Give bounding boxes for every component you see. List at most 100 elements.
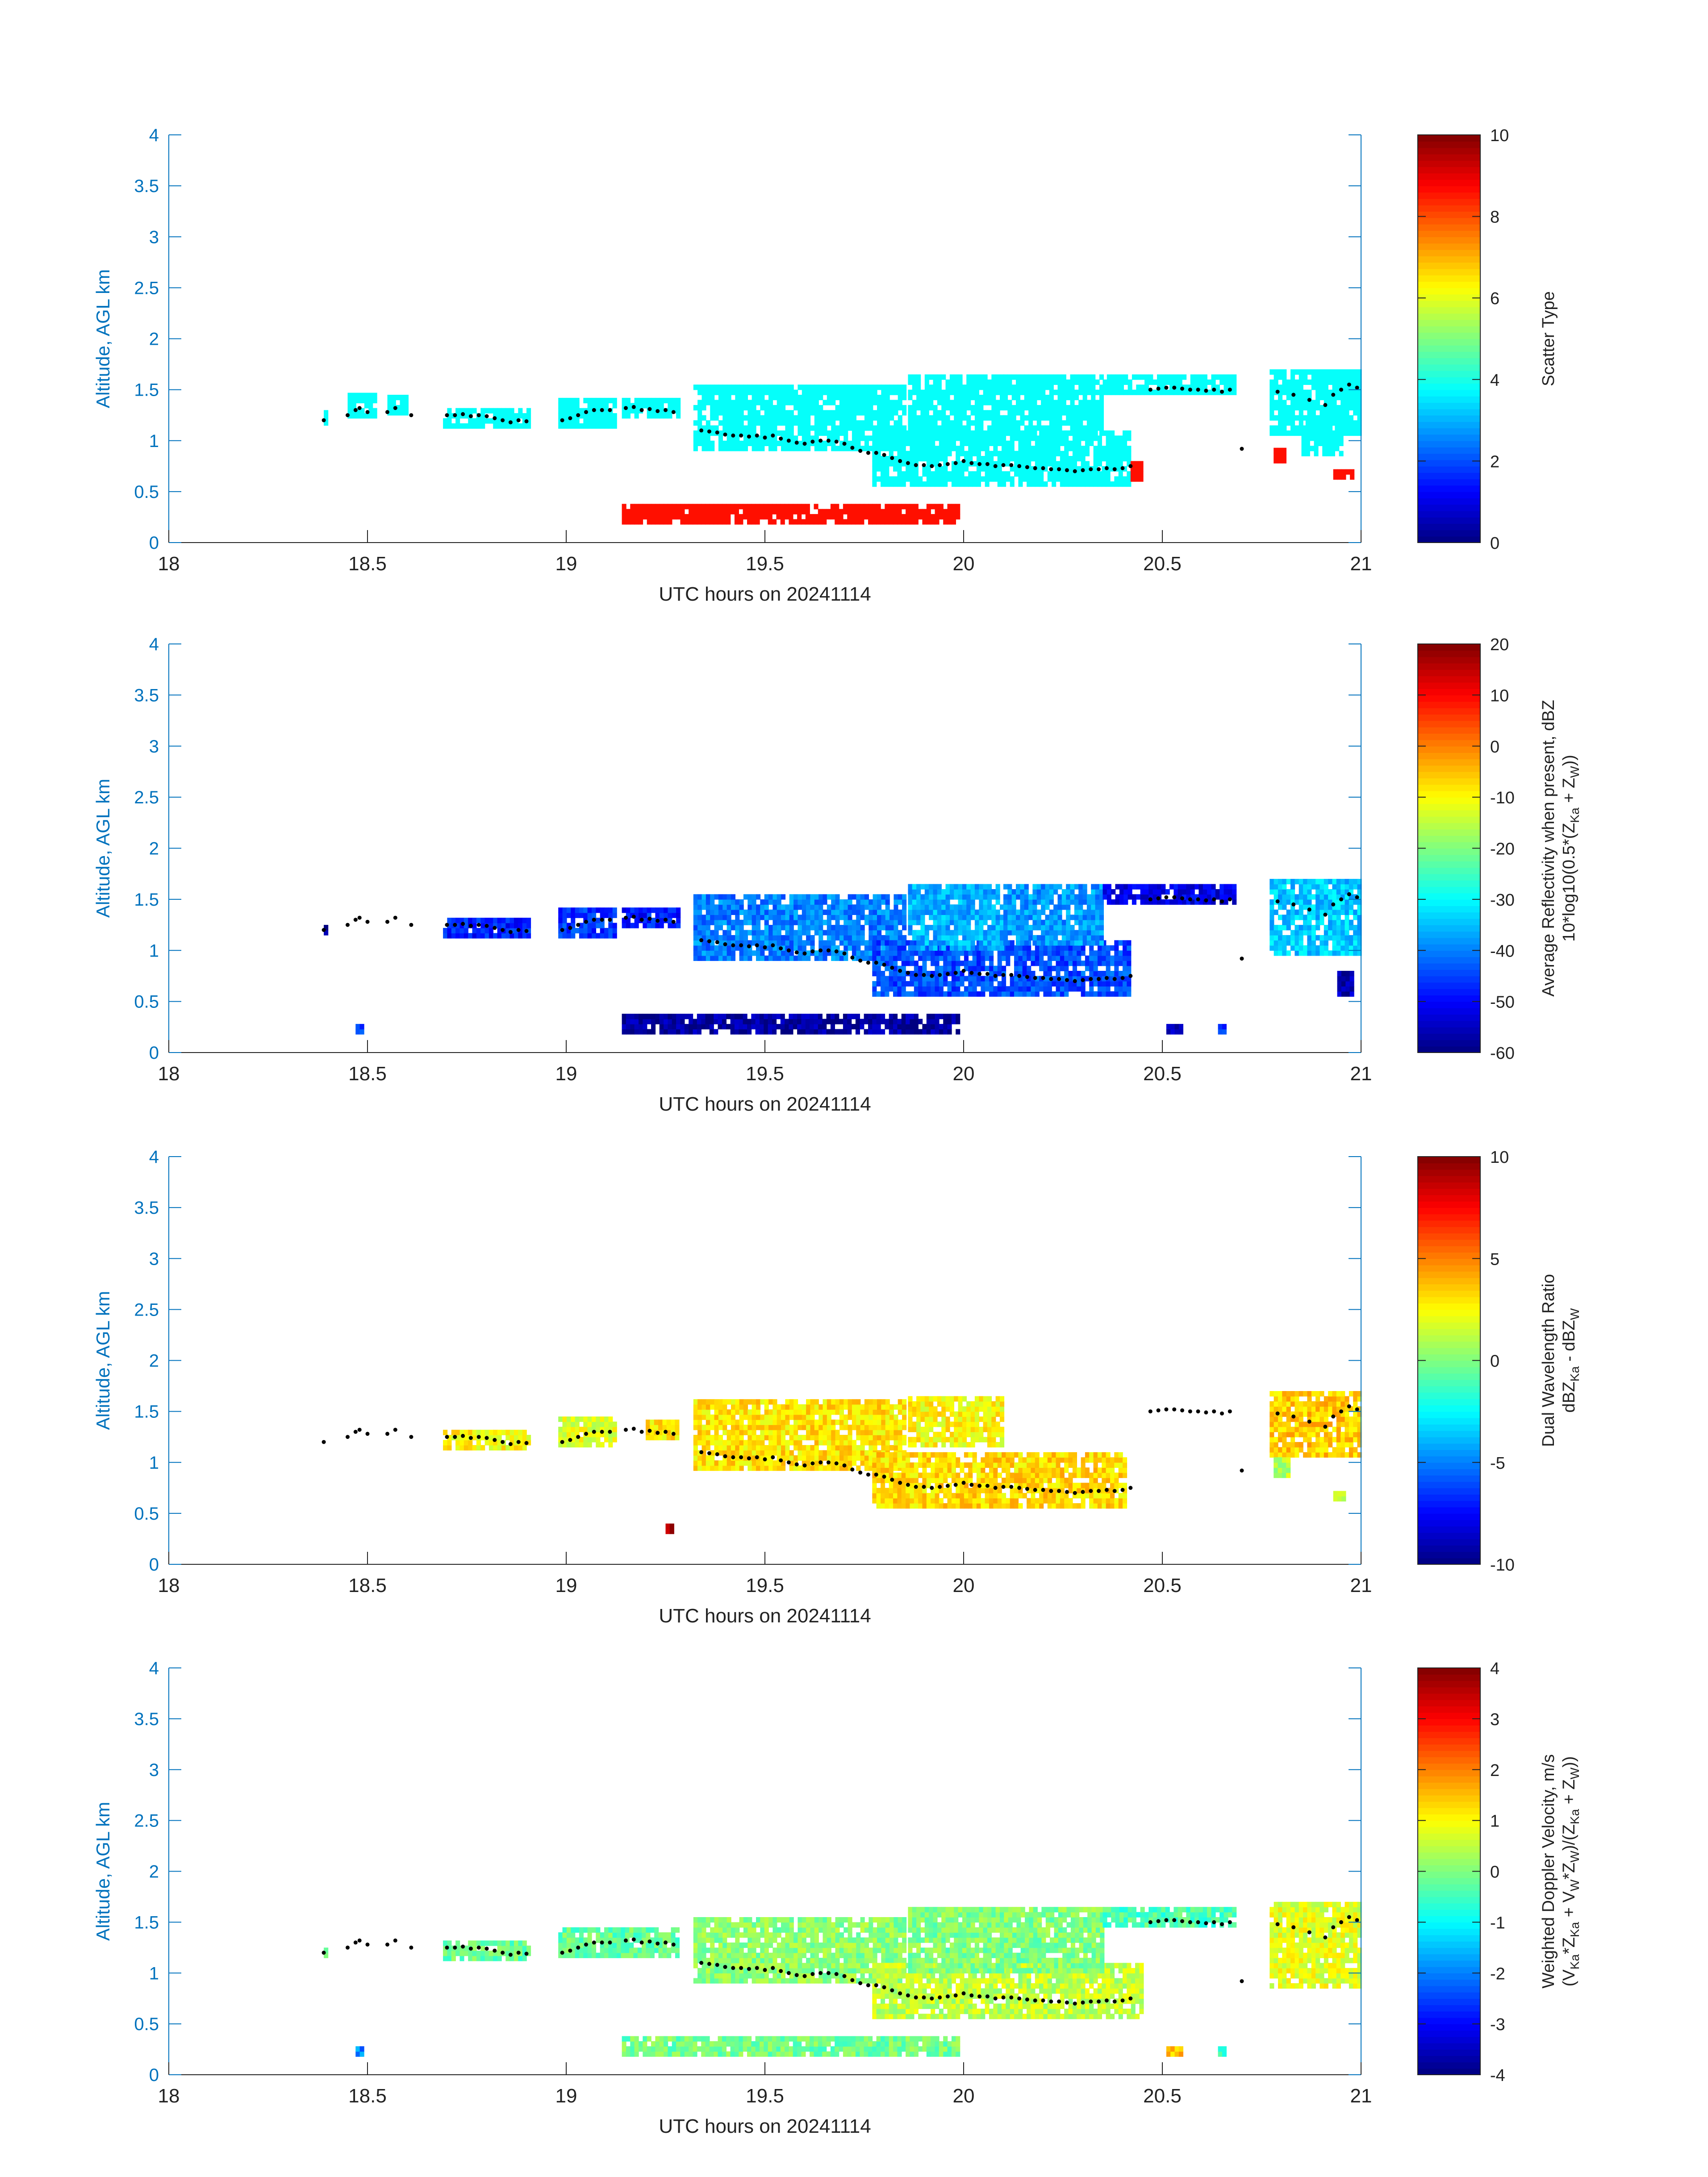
heatmap-cell [1324, 405, 1328, 411]
heatmap-cell [1305, 430, 1310, 436]
heatmap-cell [1028, 405, 1033, 411]
heatmap-cell [1345, 369, 1349, 375]
heatmap-cell [1093, 435, 1098, 441]
heatmap-cell [773, 410, 777, 416]
heatmap-cell [1135, 466, 1140, 472]
heatmap-cell [941, 919, 946, 925]
heatmap-cell [697, 430, 702, 436]
heatmap-cell [987, 899, 992, 905]
heatmap-cell [1049, 889, 1054, 895]
heatmap-cell [1016, 400, 1021, 405]
heatmap-cell [848, 395, 852, 401]
heatmap-cell [1064, 456, 1069, 462]
heatmap-cell [702, 384, 706, 390]
heatmap-cell [1053, 405, 1058, 411]
heatmap-cell [1022, 456, 1027, 462]
heatmap-cell [634, 907, 639, 913]
heatmap-cell [1350, 474, 1355, 480]
heatmap-cell [1061, 430, 1066, 436]
heatmap-cell [697, 440, 702, 446]
heatmap-cell [1314, 440, 1319, 446]
heatmap-cell [1060, 456, 1065, 462]
heatmap-cell [1027, 986, 1031, 992]
heatmap-cell [1349, 374, 1353, 380]
heatmap-cell [881, 400, 886, 405]
colorbar-swatch [1418, 179, 1480, 186]
heatmap-cell [1039, 481, 1044, 487]
heatmap-cell [852, 440, 856, 446]
heatmap-cell [872, 950, 877, 956]
heatmap-cell [844, 384, 848, 390]
heatmap-cell [835, 919, 840, 925]
heatmap-cell [937, 894, 942, 900]
heatmap-cell [1186, 384, 1191, 390]
heatmap-cell [1326, 435, 1331, 441]
heatmap-cell [1003, 374, 1008, 380]
heatmap-cell [949, 430, 954, 436]
heatmap-cell [1119, 889, 1124, 895]
heatmap-cell [839, 514, 844, 520]
heatmap-cell [968, 965, 973, 971]
heatmap-cell [1093, 991, 1098, 997]
heatmap-cell [983, 940, 988, 946]
colorbar-swatch [1418, 498, 1480, 505]
heatmap-cell [1072, 446, 1077, 451]
heatmap-cell [739, 504, 743, 510]
heatmap-cell [974, 894, 979, 900]
heatmap-cell [856, 925, 861, 931]
heatmap-cell [1307, 379, 1312, 385]
heatmap-cell [1270, 405, 1274, 411]
heatmap-cell [956, 504, 960, 510]
heatmap-cell [898, 415, 902, 421]
heatmap-cells [324, 369, 1362, 525]
heatmap-cell [1326, 420, 1331, 426]
heatmap-cell [1169, 384, 1174, 390]
colorbar-swatch [1418, 530, 1480, 537]
heatmap-cell [562, 413, 567, 419]
heatmap-cell [1007, 889, 1012, 895]
colorbar-swatch [1418, 364, 1480, 371]
heatmap-cell [1123, 945, 1128, 951]
heatmap-cell [764, 894, 769, 900]
heatmap-cell [976, 981, 981, 987]
heatmap-cell [1003, 909, 1008, 915]
heatmap-cell [612, 923, 617, 928]
heatmap-cell [1095, 899, 1100, 905]
heatmap-cell [876, 504, 881, 510]
heatmap-cell [933, 935, 938, 941]
heatmap-cell [805, 519, 810, 525]
heatmap-cell [509, 408, 514, 414]
heatmap-cell [1060, 976, 1065, 982]
heatmap-cell [739, 440, 744, 446]
marker-point [858, 449, 863, 453]
heatmap-cell [933, 915, 938, 920]
heatmap-cell [924, 425, 929, 431]
heatmap-cell [664, 504, 668, 510]
marker-point [1212, 388, 1216, 392]
heatmap-cell [1086, 935, 1091, 941]
heatmap-cell [989, 981, 994, 987]
heatmap-cell [966, 435, 971, 441]
colorbar-swatch [1418, 536, 1480, 543]
colorbar-swatch [1418, 338, 1480, 346]
colorbar-swatch [1418, 237, 1480, 244]
heatmap-cell [739, 945, 744, 951]
heatmap-cell [1028, 925, 1033, 931]
heatmap-cell [739, 420, 744, 426]
heatmap-cell [802, 925, 806, 931]
heatmap-cell [1053, 930, 1058, 936]
marker-point [385, 410, 389, 414]
heatmap-cell [987, 884, 992, 890]
heatmap-cell [983, 915, 988, 920]
heatmap-cell [962, 930, 967, 936]
heatmap-cell [976, 456, 981, 462]
heatmap-cell [1310, 425, 1315, 431]
heatmap-cell [1114, 955, 1119, 961]
heatmap-cell [1102, 446, 1107, 451]
heatmap-cell [1049, 915, 1054, 920]
heatmap-cell [1052, 981, 1057, 987]
heatmap-cell [1035, 955, 1040, 961]
heatmap-cell [773, 909, 777, 915]
heatmap-cell [651, 403, 656, 409]
heatmap-cell [935, 961, 940, 966]
